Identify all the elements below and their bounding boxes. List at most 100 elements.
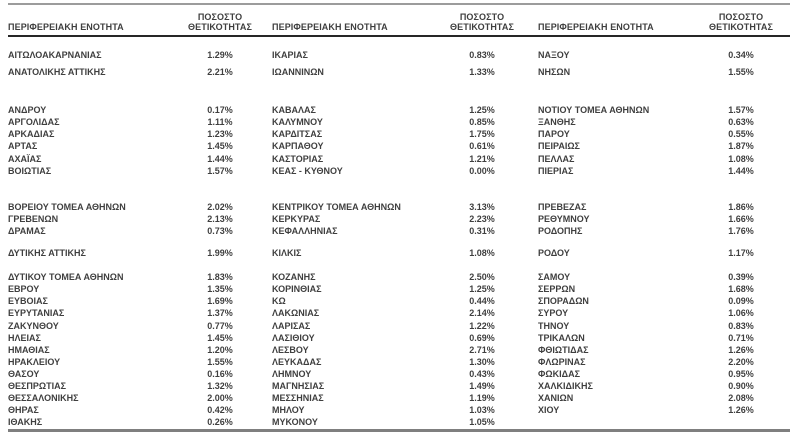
positivity-value: 2.02% (207, 201, 233, 212)
positivity-value: 1.49% (469, 380, 495, 391)
region-name: ΑΡΤΑΣ (8, 141, 38, 152)
region-name: ΚΩ (272, 296, 286, 307)
positivity-value: 2.23% (469, 213, 495, 224)
table-row: ΑΡΚΑΔΙΑΣ 1.23% ΚΑΡΔΙΤΣΑΣ 1.75% ΠΑΡΟΥ 0.5… (8, 128, 790, 140)
region-name: ΔΥΤΙΚΗΣ ΑΤΤΙΚΗΣ (8, 248, 86, 259)
table-row: ΒΟΙΩΤΙΑΣ 1.57% ΚΕΑΣ - ΚΥΘΝΟΥ 0.00% ΠΙΕΡΙ… (8, 165, 790, 177)
region-name: ΣΠΟΡΑΔΩΝ (538, 296, 589, 307)
region-name: ΔΡΑΜΑΣ (8, 225, 46, 236)
region-name: ΧΑΝΙΩΝ (538, 393, 574, 404)
positivity-value: 1.83% (207, 272, 233, 283)
positivity-value: 0.69% (469, 332, 495, 343)
region-name: ΓΡΕΒΕΝΩΝ (8, 213, 59, 224)
region-name: ΜΑΓΝΗΣΙΑΣ (272, 380, 325, 391)
table-row: ΑΙΤΩΛΟΑΚΑΡΝΑΝΙΑΣ 1.29% ΙΚΑΡΙΑΣ 0.83% ΝΑΞ… (8, 49, 790, 61)
region-name: ΛΕΥΚΑΔΑΣ (272, 356, 322, 367)
positivity-value: 1.87% (728, 141, 754, 152)
positivity-value: 1.05% (469, 417, 495, 428)
positivity-value: 1.68% (728, 284, 754, 295)
positivity-value: 2.08% (728, 393, 754, 404)
region-name: ΔΥΤΙΚΟΥ ΤΟΜΕΑ ΑΘΗΝΩΝ (8, 272, 124, 283)
table-row: ΔΥΤΙΚΗΣ ΑΤΤΙΚΗΣ 1.99% ΚΙΛΚΙΣ 1.08% ΡΟΔΟΥ… (8, 247, 790, 259)
positivity-value: 1.22% (469, 320, 495, 331)
positivity-value: 1.55% (728, 67, 754, 78)
positivity-value: 1.57% (207, 165, 233, 176)
positivity-value: 0.83% (469, 50, 495, 60)
positivity-value: 1.33% (469, 67, 495, 78)
top-rule (8, 3, 790, 5)
region-name: ΦΘΙΩΤΙΔΑΣ (538, 344, 589, 355)
region-name: ΕΥΒΟΙΑΣ (8, 296, 48, 307)
table-row: ΒΟΡΕΙΟΥ ΤΟΜΕΑ ΑΘΗΝΩΝ 2.02% ΚΕΝΤΡΙΚΟΥ ΤΟΜ… (8, 201, 790, 213)
row-group: ΔΥΤΙΚΟΥ ΤΟΜΕΑ ΑΘΗΝΩΝ 1.83% ΚΟΖΑΝΗΣ 2.50%… (8, 271, 794, 428)
region-name: ΖΑΚΥΝΘΟΥ (8, 320, 59, 331)
region-name: ΧΙΟΥ (538, 405, 560, 416)
table-row: ΖΑΚΥΝΘΟΥ 0.77% ΛΑΡΙΣΑΣ 1.22% ΤΗΝΟΥ 0.83% (8, 320, 790, 332)
positivity-value: 0.00% (469, 165, 495, 176)
positivity-value: 0.09% (728, 296, 754, 307)
region-name: ΗΜΑΘΙΑΣ (8, 344, 50, 355)
table-row: ΗΜΑΘΙΑΣ 1.20% ΛΕΣΒΟΥ 2.71% ΦΘΙΩΤΙΔΑΣ 1.2… (8, 344, 790, 356)
region-name: ΦΩΚΙΔΑΣ (538, 368, 580, 379)
region-name: ΣΕΡΡΩΝ (538, 284, 576, 295)
bottom-rule (8, 429, 790, 433)
positivity-value: 2.71% (469, 344, 495, 355)
positivity-value: 0.77% (207, 320, 233, 331)
region-name: ΗΛΕΙΑΣ (8, 332, 41, 343)
table-row: ΘΕΣΠΡΩΤΙΑΣ 1.32% ΜΑΓΝΗΣΙΑΣ 1.49% ΧΑΛΚΙΔΙ… (8, 380, 790, 392)
positivity-value: 1.75% (469, 129, 495, 140)
region-name (532, 416, 692, 428)
region-name: ΛΑΡΙΣΑΣ (272, 320, 311, 331)
region-name: ΠΑΡΟΥ (538, 129, 570, 140)
region-name: ΑΡΚΑΔΙΑΣ (8, 129, 55, 140)
region-name: ΚΑΣΤΟΡΙΑΣ (272, 153, 324, 164)
column-header-region: ΠΕΡΙΦΕΡΕΙΑΚΗ ΕΝΟΤΗΤΑ (272, 22, 388, 32)
row-group: ΔΥΤΙΚΗΣ ΑΤΤΙΚΗΣ 1.99% ΚΙΛΚΙΣ 1.08% ΡΟΔΟΥ… (8, 247, 794, 259)
positivity-value: 1.26% (728, 405, 754, 416)
region-name: ΜΗΛΟΥ (272, 405, 305, 416)
table-row: ΗΡΑΚΛΕΙΟΥ 1.55% ΛΕΥΚΑΔΑΣ 1.30% ΦΛΩΡΙΝΑΣ … (8, 356, 790, 368)
region-name: ΘΕΣΠΡΩΤΙΑΣ (8, 380, 67, 391)
table-row: ΕΥΡΥΤΑΝΙΑΣ 1.37% ΛΑΚΩΝΙΑΣ 2.14% ΣΥΡΟΥ 1.… (8, 307, 790, 319)
table-row: ΑΝΔΡΟΥ 0.17% ΚΑΒΑΛΑΣ 1.25% ΝΟΤΙΟΥ ΤΟΜΕΑ … (8, 104, 790, 116)
table-body: ΑΙΤΩΛΟΑΚΑΡΝΑΝΙΑΣ 1.29% ΙΚΑΡΙΑΣ 0.83% ΝΑΞ… (8, 37, 794, 428)
region-name: ΤΡΙΚΑΛΩΝ (538, 332, 585, 343)
positivity-value: 1.21% (469, 153, 495, 164)
table-row: ΕΥΒΟΙΑΣ 1.69% ΚΩ 0.44% ΣΠΟΡΑΔΩΝ 0.09% (8, 295, 790, 307)
positivity-value: 1.29% (207, 50, 233, 60)
table-row: ΙΘΑΚΗΣ 0.26% ΜΥΚΟΝΟΥ 1.05% (8, 416, 790, 428)
positivity-value: 0.95% (728, 368, 754, 379)
row-group: ΑΝΔΡΟΥ 0.17% ΚΑΒΑΛΑΣ 1.25% ΝΟΤΙΟΥ ΤΟΜΕΑ … (8, 104, 794, 177)
region-name: ΘΕΣΣΑΛΟΝΙΚΗΣ (8, 393, 79, 404)
region-name: ΛΗΜΝΟΥ (272, 368, 312, 379)
region-name: ΕΥΡΥΤΑΝΙΑΣ (8, 308, 65, 319)
positivity-value: 2.50% (469, 272, 495, 283)
positivity-value: 1.26% (728, 344, 754, 355)
positivity-value: 2.14% (469, 308, 495, 319)
row-group: ΑΙΤΩΛΟΑΚΑΡΝΑΝΙΑΣ 1.29% ΙΚΑΡΙΑΣ 0.83% ΝΑΞ… (8, 49, 794, 61)
positivity-value: 1.69% (207, 296, 233, 307)
region-name: ΒΟΡΕΙΟΥ ΤΟΜΕΑ ΑΘΗΝΩΝ (8, 201, 126, 212)
positivity-value: 1.55% (207, 356, 233, 367)
positivity-value: 1.45% (207, 332, 233, 343)
region-name: ΒΟΙΩΤΙΑΣ (8, 165, 52, 176)
positivity-value: 1.19% (469, 393, 495, 404)
positivity-value: 1.08% (469, 248, 495, 259)
positivity-value: 1.25% (469, 105, 495, 116)
positivity-value: 1.35% (207, 284, 233, 295)
region-name: ΝΟΤΙΟΥ ΤΟΜΕΑ ΑΘΗΝΩΝ (538, 105, 650, 116)
table-row: ΗΛΕΙΑΣ 1.45% ΛΑΣΙΘΙΟΥ 0.69% ΤΡΙΚΑΛΩΝ 0.7… (8, 332, 790, 344)
positivity-value: 1.17% (728, 248, 754, 259)
region-name: ΑΡΓΟΛΙΔΑΣ (8, 117, 60, 128)
region-name: ΚΟΖΑΝΗΣ (272, 272, 316, 283)
positivity-value: 1.44% (207, 153, 233, 164)
positivity-value: 2.21% (207, 67, 233, 78)
column-header-rate: ΠΟΣΟΣΤΟ ΘΕΤΙΚΟΤΗΤΑΣ (450, 12, 514, 32)
row-group: ΒΟΡΕΙΟΥ ΤΟΜΕΑ ΑΘΗΝΩΝ 2.02% ΚΕΝΤΡΙΚΟΥ ΤΟΜ… (8, 201, 794, 237)
region-name: ΚΕΦΑΛΛΗΝΙΑΣ (272, 225, 338, 236)
table-row: ΔΡΑΜΑΣ 0.73% ΚΕΦΑΛΛΗΝΙΑΣ 0.31% ΡΟΔΟΠΗΣ 1… (8, 225, 790, 237)
region-name: ΞΑΝΘΗΣ (538, 117, 576, 128)
region-name: ΚΙΛΚΙΣ (272, 248, 302, 259)
positivity-value: 0.63% (728, 117, 754, 128)
positivity-value: 1.45% (207, 141, 233, 152)
